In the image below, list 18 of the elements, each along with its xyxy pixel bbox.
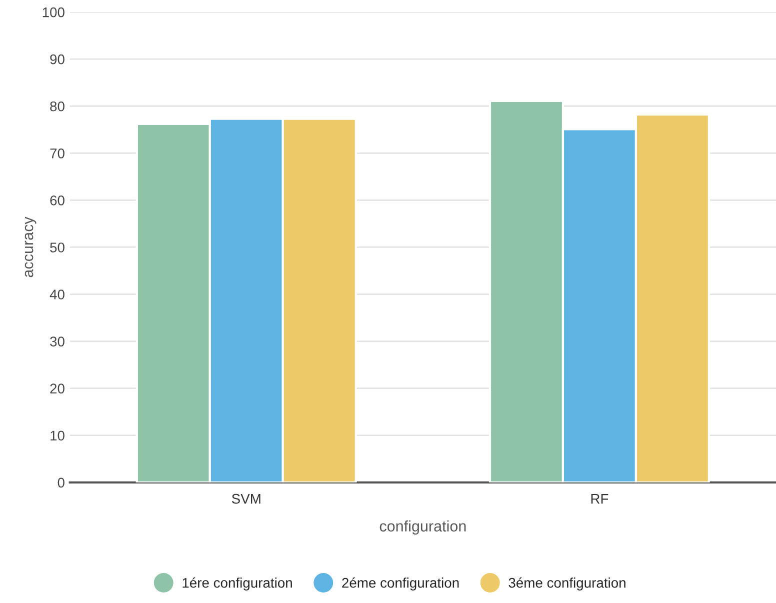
y-tick-label: 30 xyxy=(50,336,64,346)
y-tick-label: 40 xyxy=(50,290,64,300)
y-tick-label: 10 xyxy=(50,430,64,441)
y-tick-label: 60 xyxy=(50,196,64,206)
y-tick-label: 50 xyxy=(50,242,64,252)
y-tick-label: 0 xyxy=(58,478,64,488)
y-axis-title: accuracy xyxy=(24,216,36,278)
y-tick-label: 100 xyxy=(42,7,64,18)
y-tick-label: 80 xyxy=(50,101,64,112)
x-tick-label: RF xyxy=(591,494,608,504)
y-tick-label: 20 xyxy=(50,384,64,394)
y-tick-label: 70 xyxy=(50,148,64,158)
y-tick-label: 90 xyxy=(50,54,64,64)
x-tick-label: SVM xyxy=(232,494,260,504)
legend-label: 2éme configuration xyxy=(342,577,459,590)
x-axis-title: configuration xyxy=(380,520,466,535)
legend-label: 1ére configuration xyxy=(182,577,292,590)
legend-label: 3éme configuration xyxy=(508,577,626,590)
